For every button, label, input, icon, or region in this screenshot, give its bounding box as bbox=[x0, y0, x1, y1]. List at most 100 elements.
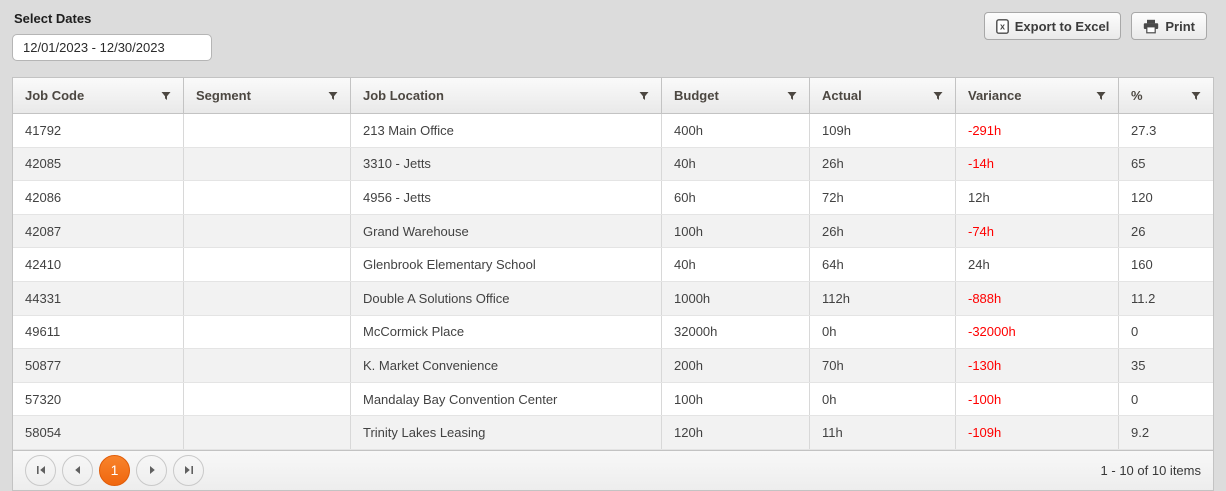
toolbar-buttons: x Export to Excel Print bbox=[983, 12, 1207, 40]
table-row[interactable]: 42087 Grand Warehouse 100h 26h -74h 26 bbox=[13, 214, 1213, 249]
cell-job-code: 41792 bbox=[13, 114, 184, 147]
pager-page-1[interactable]: 1 bbox=[99, 454, 130, 486]
cell-budget: 100h bbox=[662, 214, 810, 248]
column-header-job-code[interactable]: Job Code bbox=[13, 78, 184, 113]
cell-job-location: 4956 - Jetts bbox=[351, 181, 662, 214]
cell-variance: -32000h bbox=[956, 315, 1119, 349]
cell-segment bbox=[184, 281, 351, 315]
last-page-icon bbox=[183, 464, 195, 476]
cell-variance: -291h bbox=[956, 114, 1119, 147]
cell-job-code: 42087 bbox=[13, 214, 184, 248]
column-header-label: Segment bbox=[196, 88, 251, 103]
grid-header-row: Job Code Segment Job Location Budget Act… bbox=[13, 78, 1213, 114]
funnel-icon[interactable] bbox=[1090, 85, 1112, 107]
cell-percent: 65 bbox=[1131, 156, 1146, 172]
previous-page-button[interactable] bbox=[62, 454, 93, 486]
cell-percent: 27.3 bbox=[1131, 122, 1157, 138]
cell-percent: 26 bbox=[1131, 223, 1146, 239]
cell-budget: 1000h bbox=[662, 281, 810, 315]
cell-segment bbox=[184, 248, 351, 281]
table-row[interactable]: 50877 K. Market Convenience 200h 70h -13… bbox=[13, 349, 1213, 383]
column-header-job-location[interactable]: Job Location bbox=[351, 78, 662, 113]
pager: 1 1 - 10 of 10 items bbox=[13, 449, 1213, 490]
cell-budget: 32000h bbox=[662, 315, 810, 349]
cell-segment bbox=[184, 181, 351, 214]
cell-job-code: 42085 bbox=[13, 147, 184, 181]
cell-job-code: 42086 bbox=[13, 181, 184, 214]
cell-budget: 200h bbox=[662, 349, 810, 382]
column-header-budget[interactable]: Budget bbox=[662, 78, 810, 113]
table-row[interactable]: 49611 McCormick Place 32000h 0h -32000h … bbox=[13, 315, 1213, 350]
funnel-icon[interactable] bbox=[781, 85, 803, 107]
cell-budget: 400h bbox=[662, 114, 810, 147]
cell-job-code: 44331 bbox=[13, 281, 184, 315]
cell-budget: 40h bbox=[662, 248, 810, 281]
column-header-variance[interactable]: Variance bbox=[956, 78, 1119, 113]
cell-segment bbox=[184, 416, 351, 449]
export-to-excel-button[interactable]: x Export to Excel bbox=[983, 12, 1122, 40]
date-range-input[interactable] bbox=[12, 34, 212, 61]
cell-job-location: Glenbrook Elementary School bbox=[351, 248, 662, 281]
cell-variance: -888h bbox=[956, 281, 1119, 315]
cell-actual: 109h bbox=[810, 114, 956, 147]
cell-variance: -100h bbox=[956, 382, 1119, 416]
cell-job-location: Double A Solutions Office bbox=[351, 281, 662, 315]
cell-segment bbox=[184, 382, 351, 416]
cell-percent: 35 bbox=[1131, 357, 1146, 373]
funnel-icon[interactable] bbox=[927, 85, 949, 107]
cell-actual: 0h bbox=[810, 382, 956, 416]
column-header-label: Job Code bbox=[25, 88, 85, 103]
cell-actual: 11h bbox=[810, 416, 956, 449]
table-row[interactable]: 58054 Trinity Lakes Leasing 120h 11h -10… bbox=[13, 416, 1213, 450]
cell-percent: 9.2 bbox=[1131, 425, 1150, 441]
table-row[interactable]: 42085 3310 - Jetts 40h 26h -14h 65 bbox=[13, 147, 1213, 182]
cell-job-location: Mandalay Bay Convention Center bbox=[351, 382, 662, 416]
funnel-icon[interactable] bbox=[322, 85, 344, 107]
cell-segment bbox=[184, 315, 351, 349]
cell-percent: 11.2 bbox=[1131, 290, 1156, 306]
cell-job-code: 58054 bbox=[13, 416, 184, 449]
cell-actual: 26h bbox=[810, 147, 956, 181]
jobs-grid: Job Code Segment Job Location Budget Act… bbox=[12, 77, 1214, 491]
cell-variance: -74h bbox=[956, 214, 1119, 248]
cell-budget: 60h bbox=[662, 181, 810, 214]
cell-job-location: McCormick Place bbox=[351, 315, 662, 349]
table-row[interactable]: 44331 Double A Solutions Office 1000h 11… bbox=[13, 281, 1213, 316]
cell-budget: 40h bbox=[662, 147, 810, 181]
column-header-segment[interactable]: Segment bbox=[184, 78, 351, 113]
excel-file-icon: x bbox=[995, 18, 1009, 34]
cell-actual: 112h bbox=[810, 281, 956, 315]
cell-job-location: 213 Main Office bbox=[351, 114, 662, 147]
cell-percent: 0 bbox=[1131, 391, 1139, 407]
last-page-button[interactable] bbox=[173, 454, 204, 486]
cell-actual: 26h bbox=[810, 214, 956, 248]
cell-actual: 72h bbox=[810, 181, 956, 214]
column-header-label: % bbox=[1131, 88, 1143, 103]
cell-actual: 64h bbox=[810, 248, 956, 281]
column-header-actual[interactable]: Actual bbox=[810, 78, 956, 113]
cell-job-code: 42410 bbox=[13, 248, 184, 281]
cell-job-code: 57320 bbox=[13, 382, 184, 416]
previous-page-icon bbox=[72, 464, 84, 476]
cell-variance: -130h bbox=[956, 349, 1119, 382]
table-row[interactable]: 42086 4956 - Jetts 60h 72h 12h 120 bbox=[13, 181, 1213, 215]
column-header-percent[interactable]: % bbox=[1119, 78, 1213, 113]
funnel-icon[interactable] bbox=[155, 85, 177, 107]
cell-percent: 160 bbox=[1131, 257, 1153, 273]
first-page-button[interactable] bbox=[25, 454, 56, 486]
cell-variance: 12h bbox=[956, 181, 1119, 214]
table-row[interactable]: 57320 Mandalay Bay Convention Center 100… bbox=[13, 382, 1213, 417]
cell-actual: 0h bbox=[810, 315, 956, 349]
funnel-icon[interactable] bbox=[1185, 85, 1207, 107]
next-page-icon bbox=[146, 464, 158, 476]
next-page-button[interactable] bbox=[136, 454, 167, 486]
cell-segment bbox=[184, 147, 351, 181]
cell-segment bbox=[184, 114, 351, 147]
table-row[interactable]: 42410 Glenbrook Elementary School 40h 64… bbox=[13, 248, 1213, 282]
cell-job-location: 3310 - Jetts bbox=[351, 147, 662, 181]
print-button[interactable]: Print bbox=[1131, 12, 1207, 40]
table-row[interactable]: 41792 213 Main Office 400h 109h -291h 27… bbox=[13, 114, 1213, 148]
funnel-icon[interactable] bbox=[633, 85, 655, 107]
toolbar: Select Dates x Export to Excel Print bbox=[0, 0, 1226, 77]
column-header-label: Job Location bbox=[363, 88, 444, 103]
